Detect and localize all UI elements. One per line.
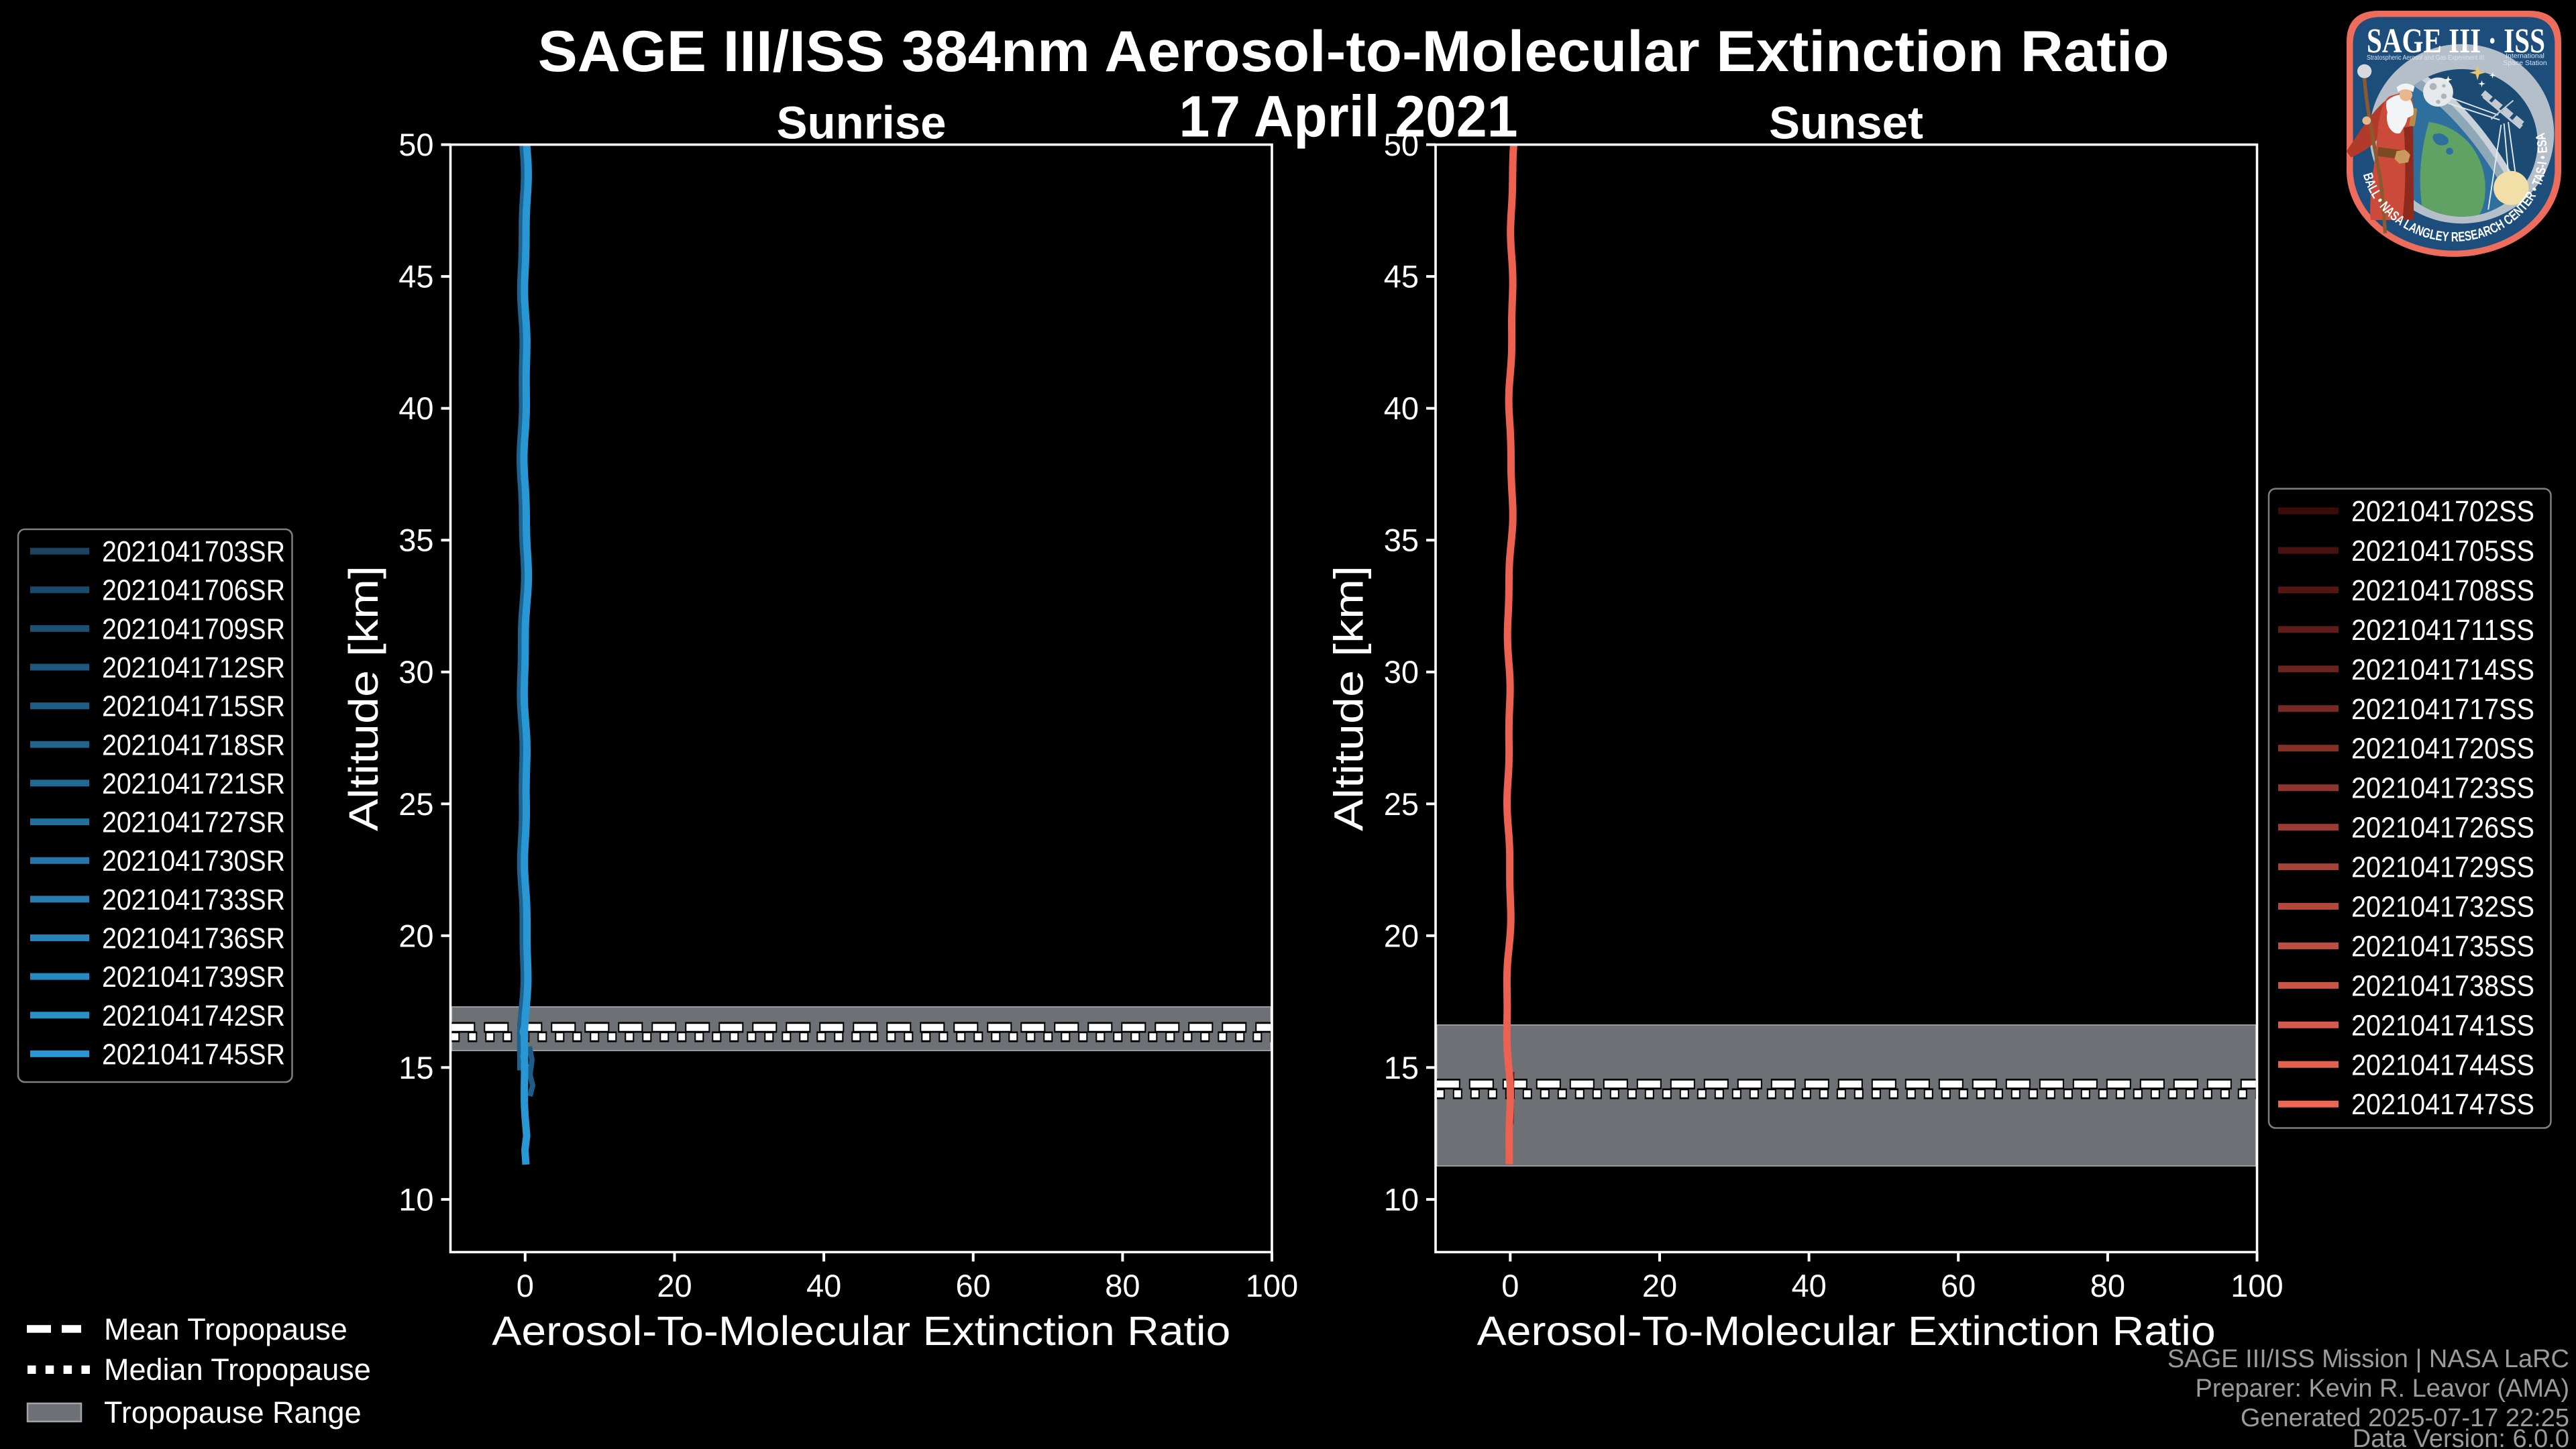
svg-text:2021041744SS: 2021041744SS <box>2351 1049 2534 1081</box>
svg-text:100: 100 <box>2231 1268 2283 1303</box>
svg-text:0: 0 <box>1501 1268 1519 1303</box>
svg-text:2021041733SR: 2021041733SR <box>102 883 285 916</box>
svg-text:2021041712SR: 2021041712SR <box>102 651 285 684</box>
svg-text:60: 60 <box>956 1268 991 1303</box>
svg-text:2021041711SS: 2021041711SS <box>2351 614 2534 647</box>
svg-text:2021041747SS: 2021041747SS <box>2351 1088 2534 1121</box>
svg-text:Tropopause Range: Tropopause Range <box>104 1395 362 1430</box>
svg-text:Aerosol-To-Molecular Extinctio: Aerosol-To-Molecular Extinction Ratio <box>1477 1308 2216 1354</box>
svg-text:2021041730SR: 2021041730SR <box>102 845 285 877</box>
svg-text:2021041738SS: 2021041738SS <box>2351 969 2534 1002</box>
svg-text:2021041726SS: 2021041726SS <box>2351 812 2534 845</box>
svg-text:40: 40 <box>806 1268 841 1303</box>
svg-text:Aerosol-To-Molecular Extinctio: Aerosol-To-Molecular Extinction Ratio <box>492 1308 1230 1354</box>
svg-text:Sunset: Sunset <box>1769 97 1923 149</box>
svg-text:SAGE III/ISS Mission | NASA La: SAGE III/ISS Mission | NASA LaRC <box>2167 1345 2569 1373</box>
svg-text:20: 20 <box>1384 918 1419 953</box>
svg-text:2021041736SR: 2021041736SR <box>102 922 285 955</box>
svg-text:60: 60 <box>1941 1268 1976 1303</box>
svg-text:40: 40 <box>1384 390 1419 426</box>
svg-text:2021041717SS: 2021041717SS <box>2351 693 2534 726</box>
svg-text:15: 15 <box>1384 1050 1419 1085</box>
svg-text:20: 20 <box>398 918 433 953</box>
svg-text:80: 80 <box>2090 1268 2125 1303</box>
svg-text:25: 25 <box>398 786 433 822</box>
svg-text:35: 35 <box>398 523 433 558</box>
svg-text:80: 80 <box>1105 1268 1140 1303</box>
svg-text:SAGE III/ISS 384nm Aerosol-to-: SAGE III/ISS 384nm Aerosol-to-Molecular … <box>538 19 2169 84</box>
svg-text:10: 10 <box>398 1181 433 1217</box>
svg-text:2021041705SS: 2021041705SS <box>2351 535 2534 568</box>
svg-text:Altitude [km]: Altitude [km] <box>341 566 386 831</box>
svg-text:2021041735SS: 2021041735SS <box>2351 930 2534 963</box>
svg-text:2021041721SR: 2021041721SR <box>102 767 285 800</box>
svg-text:Mean Tropopause: Mean Tropopause <box>104 1312 347 1346</box>
svg-text:45: 45 <box>398 259 433 294</box>
svg-text:40: 40 <box>1791 1268 1826 1303</box>
svg-text:50: 50 <box>398 127 433 162</box>
svg-text:2021041709SR: 2021041709SR <box>102 612 285 645</box>
svg-text:100: 100 <box>1246 1268 1298 1303</box>
svg-text:20: 20 <box>657 1268 692 1303</box>
svg-text:15: 15 <box>398 1050 433 1085</box>
svg-text:2021041727SR: 2021041727SR <box>102 806 285 839</box>
svg-text:2021041732SS: 2021041732SS <box>2351 891 2534 924</box>
svg-text:2021041739SR: 2021041739SR <box>102 961 285 994</box>
svg-text:2021041742SR: 2021041742SR <box>102 1000 285 1032</box>
svg-text:10: 10 <box>1384 1181 1419 1217</box>
svg-text:2021041714SS: 2021041714SS <box>2351 653 2534 686</box>
svg-text:25: 25 <box>1384 786 1419 822</box>
svg-text:0: 0 <box>517 1268 534 1303</box>
svg-text:Stratospheric Aerosol and Gas: Stratospheric Aerosol and Gas Experiment… <box>2367 54 2484 62</box>
svg-text:2021041718SR: 2021041718SR <box>102 729 285 761</box>
svg-text:40: 40 <box>398 390 433 426</box>
svg-text:Preparer: Kevin R. Leavor (AMA: Preparer: Kevin R. Leavor (AMA) <box>2195 1375 2569 1403</box>
svg-text:SAGE III · ISS: SAGE III · ISS <box>2367 21 2545 60</box>
svg-text:45: 45 <box>1384 259 1419 294</box>
svg-text:2021041723SS: 2021041723SS <box>2351 772 2534 805</box>
svg-text:35: 35 <box>1384 523 1419 558</box>
svg-text:2021041706SR: 2021041706SR <box>102 574 285 607</box>
svg-text:50: 50 <box>1384 127 1419 162</box>
svg-text:2021041702SS: 2021041702SS <box>2351 495 2534 528</box>
svg-text:Altitude [km]: Altitude [km] <box>1326 566 1372 831</box>
svg-text:2021041741SS: 2021041741SS <box>2351 1009 2534 1042</box>
svg-text:17 April 2021: 17 April 2021 <box>1179 84 1518 149</box>
svg-text:2021041703SR: 2021041703SR <box>102 535 285 568</box>
svg-text:30: 30 <box>398 654 433 690</box>
svg-text:Generated 2025-07-17 22:25: Generated 2025-07-17 22:25 <box>2241 1404 2569 1432</box>
svg-text:30: 30 <box>1384 654 1419 690</box>
svg-text:2021041708SS: 2021041708SS <box>2351 574 2534 607</box>
svg-text:Sunrise: Sunrise <box>776 97 946 149</box>
svg-text:Space Station: Space Station <box>2503 59 2547 67</box>
svg-text:2021041720SS: 2021041720SS <box>2351 733 2534 765</box>
svg-text:International: International <box>2506 52 2544 60</box>
svg-text:Data Version: 6.0.0: Data Version: 6.0.0 <box>2353 1425 2569 1449</box>
svg-text:2021041745SR: 2021041745SR <box>102 1038 285 1071</box>
svg-text:Median Tropopause: Median Tropopause <box>104 1352 371 1387</box>
svg-text:20: 20 <box>1642 1268 1677 1303</box>
svg-text:2021041729SS: 2021041729SS <box>2351 851 2534 884</box>
svg-text:2021041715SR: 2021041715SR <box>102 690 285 723</box>
